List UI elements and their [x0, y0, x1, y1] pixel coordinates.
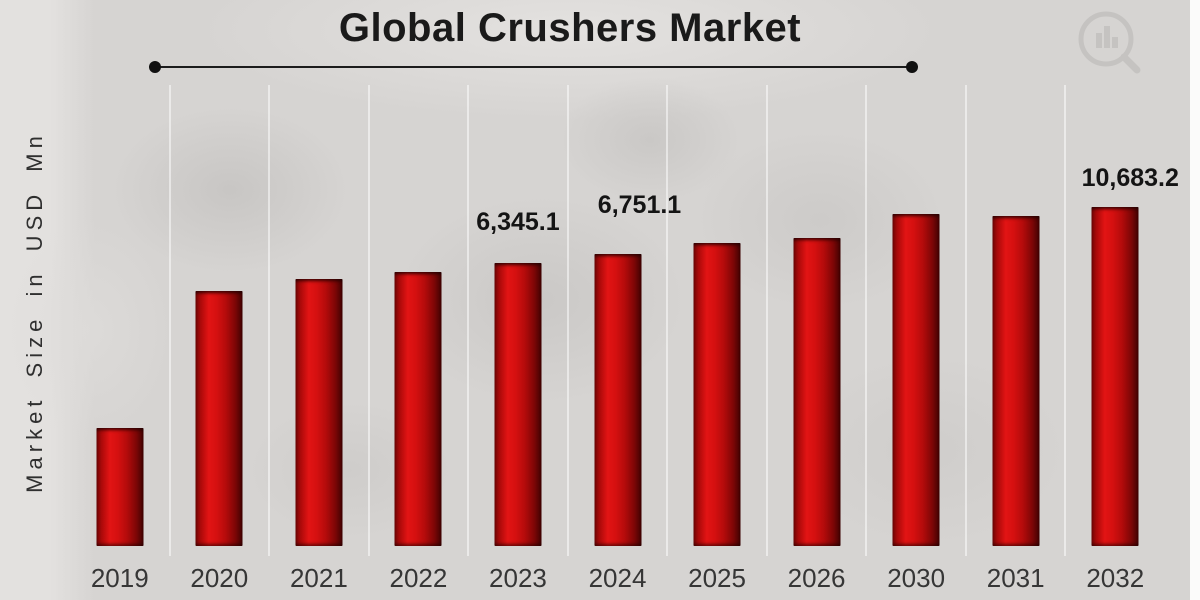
x-tick-label-2025: 2025: [688, 563, 746, 593]
bar-2020: [195, 291, 243, 546]
bar-columns: 2019 2020 2021 2022 6,345.1 2023 6,751.1 2024 20…: [70, 85, 1179, 600]
bar-column-2031: 2031: [966, 85, 1066, 600]
x-tick-label-2024: 2024: [588, 563, 647, 593]
x-tick-label-2020: 2020: [190, 563, 249, 593]
x-tick-label-2021: 2021: [289, 563, 348, 593]
bar-2031: [992, 216, 1040, 546]
bar-column-2020: 2020: [170, 85, 270, 600]
bar-column-2019: 2019: [70, 85, 170, 600]
bar-2026: [793, 238, 841, 546]
chart-title: Global Crushers Market: [338, 6, 802, 50]
bar-column-2023: 6,345.1 2023: [468, 85, 568, 600]
underline-left-dot: [149, 61, 161, 73]
vertical-gridline: [168, 85, 171, 556]
vertical-gridline: [566, 85, 569, 556]
vertical-gridline: [467, 85, 470, 556]
bar-column-2030: 2030: [866, 85, 966, 600]
bar-column-2021: 2021: [269, 85, 369, 600]
magnifier-bar-chart-logo-icon: [1078, 11, 1141, 74]
bar-column-2022: 2022: [369, 85, 469, 600]
bar-column-2032: 10,683.2 2032: [1065, 85, 1179, 600]
bar-2024: [594, 254, 641, 546]
vertical-gridline: [865, 85, 868, 556]
x-tick-label-2023: 2023: [489, 563, 547, 593]
bar-2023: [494, 263, 542, 546]
vertical-gridline: [1064, 85, 1067, 556]
title-underline: [149, 61, 918, 73]
y-axis-label: Market Size in USD Mn: [22, 131, 47, 493]
underline-right-dot: [906, 61, 918, 73]
bar-column-2026: 2026: [767, 85, 867, 600]
bar-value-label-2024: 6,751.1: [597, 191, 682, 219]
bar-2032: [1091, 207, 1139, 546]
vertical-gridline: [666, 85, 669, 556]
x-tick-label-2019: 2019: [90, 563, 149, 593]
gridlines-layer: [70, 85, 1165, 600]
bar-2030: [892, 214, 940, 546]
bar-2021: [295, 279, 343, 546]
bar-2025: [693, 243, 741, 546]
bar-value-label-2032: 10,683.2: [1081, 164, 1179, 192]
bar-value-label-2023: 6,345.1: [476, 208, 560, 236]
bar-2022: [394, 272, 442, 546]
x-tick-label-2022: 2022: [389, 563, 448, 593]
x-tick-label-2031: 2031: [986, 563, 1045, 593]
plot-area: 2019 2020 2021 2022 6,345.1 2023 6,751.1 2024 20…: [70, 85, 1179, 600]
x-tick-label-2032: 2032: [1086, 563, 1145, 593]
x-tick-label-2030: 2030: [887, 563, 946, 593]
bar-2019: [96, 428, 144, 546]
bar-column-2024: 6,751.1 2024: [568, 85, 682, 600]
vertical-gridline: [964, 85, 967, 556]
right-edge-strip: [1190, 0, 1200, 600]
vertical-gridline: [268, 85, 271, 556]
vertical-gridline: [765, 85, 768, 556]
vertical-gridline: [367, 85, 370, 556]
bar-column-2025: 2025: [667, 85, 767, 600]
x-tick-label-2026: 2026: [787, 563, 846, 593]
